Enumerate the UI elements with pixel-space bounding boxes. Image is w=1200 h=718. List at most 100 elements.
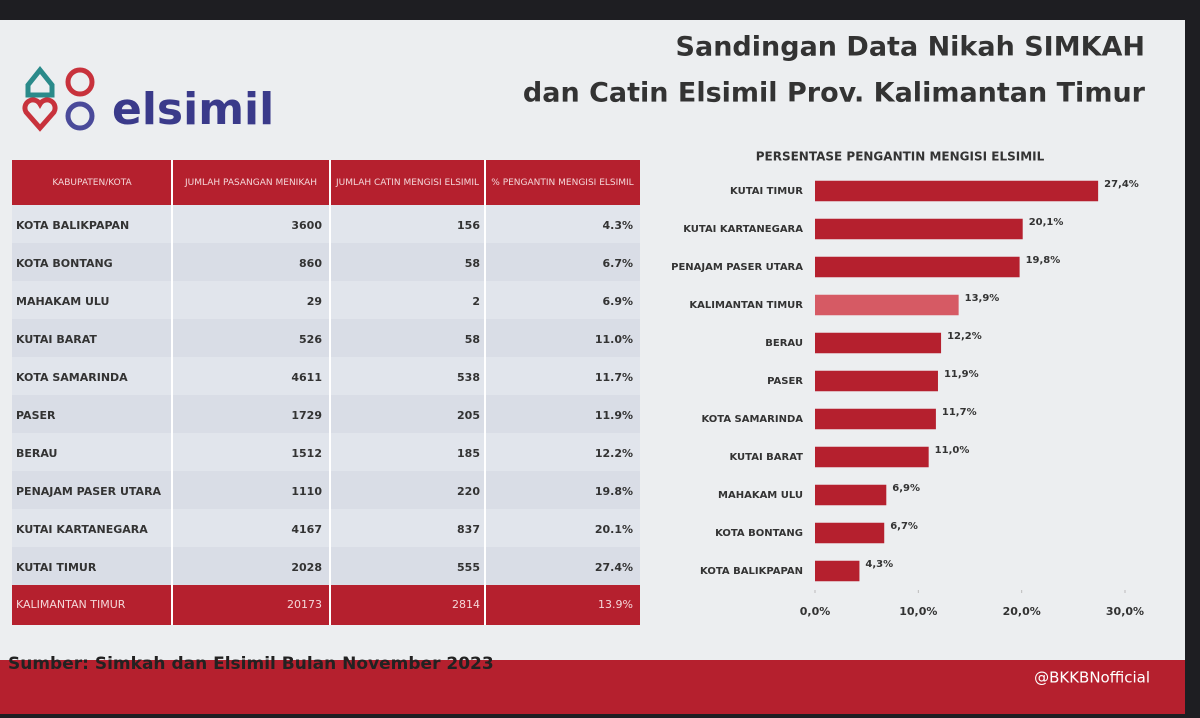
x-tick-label: 10,0% — [899, 605, 937, 618]
table-cell: BERAU — [16, 447, 57, 460]
table-cell: 538 — [457, 371, 480, 384]
source: Sumber: Simkah dan Elsimil Bulan Novembe… — [8, 654, 494, 674]
table-cell: 11.9% — [595, 409, 633, 422]
table-cell: 29 — [307, 295, 322, 308]
table-cell: 2028 — [291, 561, 322, 574]
table-cell: KUTAI TIMUR — [16, 561, 97, 574]
y-tick-label: KOTA BONTANG — [715, 528, 803, 539]
data-label: 4,3% — [865, 559, 893, 570]
table-cell: 6.9% — [602, 295, 633, 308]
total-cell: 13.9% — [598, 598, 633, 611]
bar — [815, 484, 887, 506]
x-tick-label: 20,0% — [1003, 605, 1041, 618]
table-row — [12, 205, 640, 243]
table-cell: KOTA BALIKPAPAN — [16, 219, 129, 232]
table-cell: 3600 — [291, 219, 322, 232]
bar — [815, 560, 860, 582]
logo-icon — [22, 65, 95, 132]
x-tick-label: 0,0% — [800, 605, 831, 618]
data-label: 11,7% — [942, 407, 977, 418]
table-cell: 1729 — [291, 409, 322, 422]
data-label: 20,1% — [1029, 217, 1064, 228]
table-cell: 555 — [457, 561, 480, 574]
table-row — [12, 281, 640, 319]
y-tick-label: PASER — [767, 376, 803, 387]
table-cell: 12.2% — [595, 447, 633, 460]
table-cell: 837 — [457, 523, 480, 536]
table-row — [12, 433, 640, 471]
bar — [815, 180, 1099, 202]
data-label: 11,9% — [944, 369, 979, 380]
table-cell: 220 — [457, 485, 480, 498]
table-cell: KUTAI BARAT — [16, 333, 97, 346]
column-header: JUMLAH CATIN MENGISI ELSIMIL — [335, 178, 479, 188]
logo-text: elsimil — [112, 84, 274, 135]
table-cell: 58 — [465, 333, 480, 346]
data-label: 27,4% — [1104, 179, 1139, 190]
table-cell: 4167 — [291, 523, 322, 536]
total-cell: 20173 — [287, 598, 322, 611]
table-row — [12, 471, 640, 509]
table-cell: PASER — [16, 409, 56, 422]
data-label: 19,8% — [1026, 255, 1061, 266]
table-cell: 205 — [457, 409, 480, 422]
table-cell: 1110 — [291, 485, 322, 498]
y-tick-label: KUTAI BARAT — [729, 452, 803, 463]
chart-title: PERSENTASE PENGANTIN MENGISI ELSIMIL — [756, 150, 1045, 164]
table-cell: 156 — [457, 219, 480, 232]
table-cell: 185 — [457, 447, 480, 460]
table-cell: 27.4% — [595, 561, 633, 574]
table-cell: KUTAI KARTANEGARA — [16, 523, 148, 536]
table-cell: 860 — [299, 257, 322, 270]
bar — [815, 522, 885, 544]
bar — [815, 294, 959, 316]
table-cell: 58 — [465, 257, 480, 270]
table-cell: 4.3% — [602, 219, 633, 232]
table-cell: 2 — [472, 295, 480, 308]
title: dan Catin Elsimil Prov. Kalimantan Timur — [523, 78, 1146, 109]
total-cell: KALIMANTAN TIMUR — [16, 598, 126, 611]
total-cell: 2814 — [452, 598, 480, 611]
column-header: JUMLAH PASANGAN MENIKAH — [184, 178, 317, 188]
y-tick-label: KOTA BALIKPAPAN — [700, 566, 803, 577]
table-cell: 4611 — [291, 371, 322, 384]
y-tick-label: BERAU — [765, 338, 803, 349]
bar — [815, 218, 1023, 240]
y-tick-label: KALIMANTAN TIMUR — [689, 300, 803, 311]
title: Sandingan Data Nikah SIMKAH — [676, 32, 1145, 63]
table-cell: 1512 — [291, 447, 322, 460]
table-cell: 19.8% — [595, 485, 633, 498]
bar — [815, 370, 938, 392]
data-label: 12,2% — [947, 331, 982, 342]
table-cell: MAHAKAM ULU — [16, 295, 109, 308]
bar — [815, 256, 1020, 278]
table-header — [12, 160, 640, 205]
table-cell: KOTA SAMARINDA — [16, 371, 128, 384]
data-label: 11,0% — [935, 445, 970, 456]
footer-band — [0, 660, 1185, 714]
data-label: 6,9% — [892, 483, 920, 494]
table-row — [12, 357, 640, 395]
table-row — [12, 243, 640, 281]
table-cell: 11.0% — [595, 333, 633, 346]
table-total-row — [12, 585, 640, 625]
y-tick-label: KUTAI TIMUR — [730, 186, 803, 197]
table-cell: PENAJAM PASER UTARA — [16, 485, 162, 498]
y-tick-label: MAHAKAM ULU — [718, 490, 803, 501]
column-header: KABUPATEN/KOTA — [52, 178, 132, 188]
table-row — [12, 509, 640, 547]
table-cell: KOTA BONTANG — [16, 257, 113, 270]
table-cell: 6.7% — [602, 257, 633, 270]
y-tick-label: KOTA SAMARINDA — [701, 414, 803, 425]
table-cell: 20.1% — [595, 523, 633, 536]
social-handle: @BKKBNofficial — [1034, 669, 1150, 687]
data-label: 6,7% — [890, 521, 918, 532]
bar — [815, 446, 929, 468]
y-tick-label: PENAJAM PASER UTARA — [671, 262, 803, 273]
bar — [815, 408, 936, 430]
table-row — [12, 547, 640, 585]
y-tick-label: KUTAI KARTANEGARA — [683, 224, 803, 235]
x-tick-label: 30,0% — [1106, 605, 1144, 618]
